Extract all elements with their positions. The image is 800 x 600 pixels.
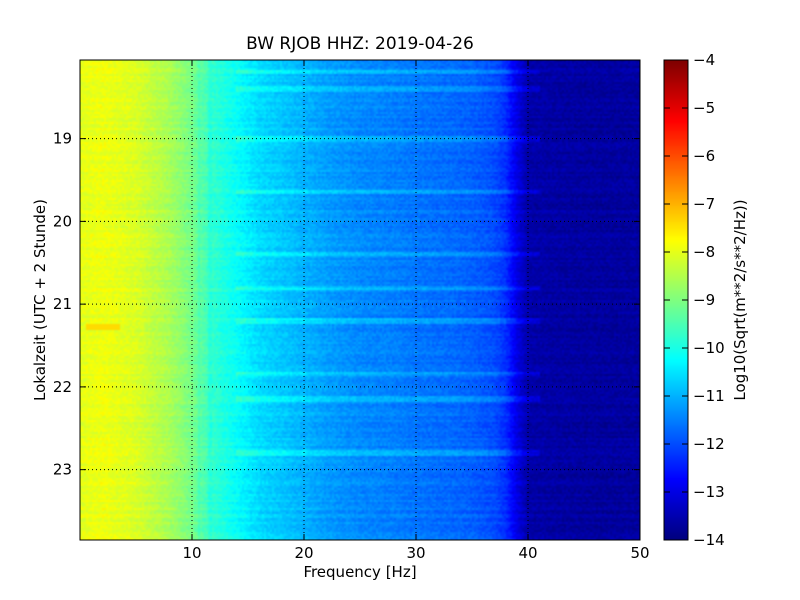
x-tick-label: 30 — [406, 544, 425, 562]
y-tick-label: 22 — [53, 378, 72, 396]
plot-frame — [79, 59, 641, 541]
colorbar-ticks: −4 −5 −6 −7 −8 −9 −10 −11 −12 −13 −14 — [664, 51, 725, 549]
colorbar-tick-label: −14 — [693, 531, 725, 549]
colorbar-tick-label: −10 — [693, 339, 725, 357]
colorbar: −4 −5 −6 −7 −8 −9 −10 −11 −12 −13 −14 — [663, 51, 725, 549]
colorbar-tick-label: −13 — [693, 483, 725, 501]
chart-title: BW RJOB HHZ: 2019-04-26 — [246, 34, 474, 54]
x-tick-label: 20 — [294, 544, 313, 562]
grid-lines — [80, 60, 640, 540]
x-tick-label: 40 — [518, 544, 537, 562]
y-axis-ticks: 19 20 21 22 23 — [53, 130, 640, 479]
colorbar-tick-label: −6 — [693, 147, 715, 165]
colorbar-label: Log10(Sqrt(m**2/s**2/Hz)) — [731, 199, 749, 400]
x-axis-ticks: 10 20 30 40 50 — [182, 60, 650, 562]
y-tick-label: 21 — [53, 295, 72, 313]
colorbar-tick-label: −11 — [693, 387, 725, 405]
x-axis-label: Frequency [Hz] — [303, 563, 416, 581]
x-tick-label: 50 — [630, 544, 649, 562]
y-tick-label: 19 — [53, 130, 72, 148]
x-tick-label: 10 — [182, 544, 201, 562]
colorbar-tick-label: −4 — [693, 51, 715, 69]
plot-area — [79, 59, 641, 541]
colorbar-tick-label: −7 — [693, 195, 715, 213]
colorbar-tick-label: −12 — [693, 435, 725, 453]
colorbar-tick-label: −5 — [693, 99, 715, 117]
colorbar-tick-label: −8 — [693, 243, 715, 261]
colorbar-tick-label: −9 — [693, 291, 715, 309]
heatmap-image — [80, 60, 640, 540]
y-axis-label: Lokalzeit (UTC + 2 Stunde) — [31, 199, 49, 401]
y-tick-label: 20 — [53, 212, 72, 230]
y-tick-label: 23 — [53, 461, 72, 479]
